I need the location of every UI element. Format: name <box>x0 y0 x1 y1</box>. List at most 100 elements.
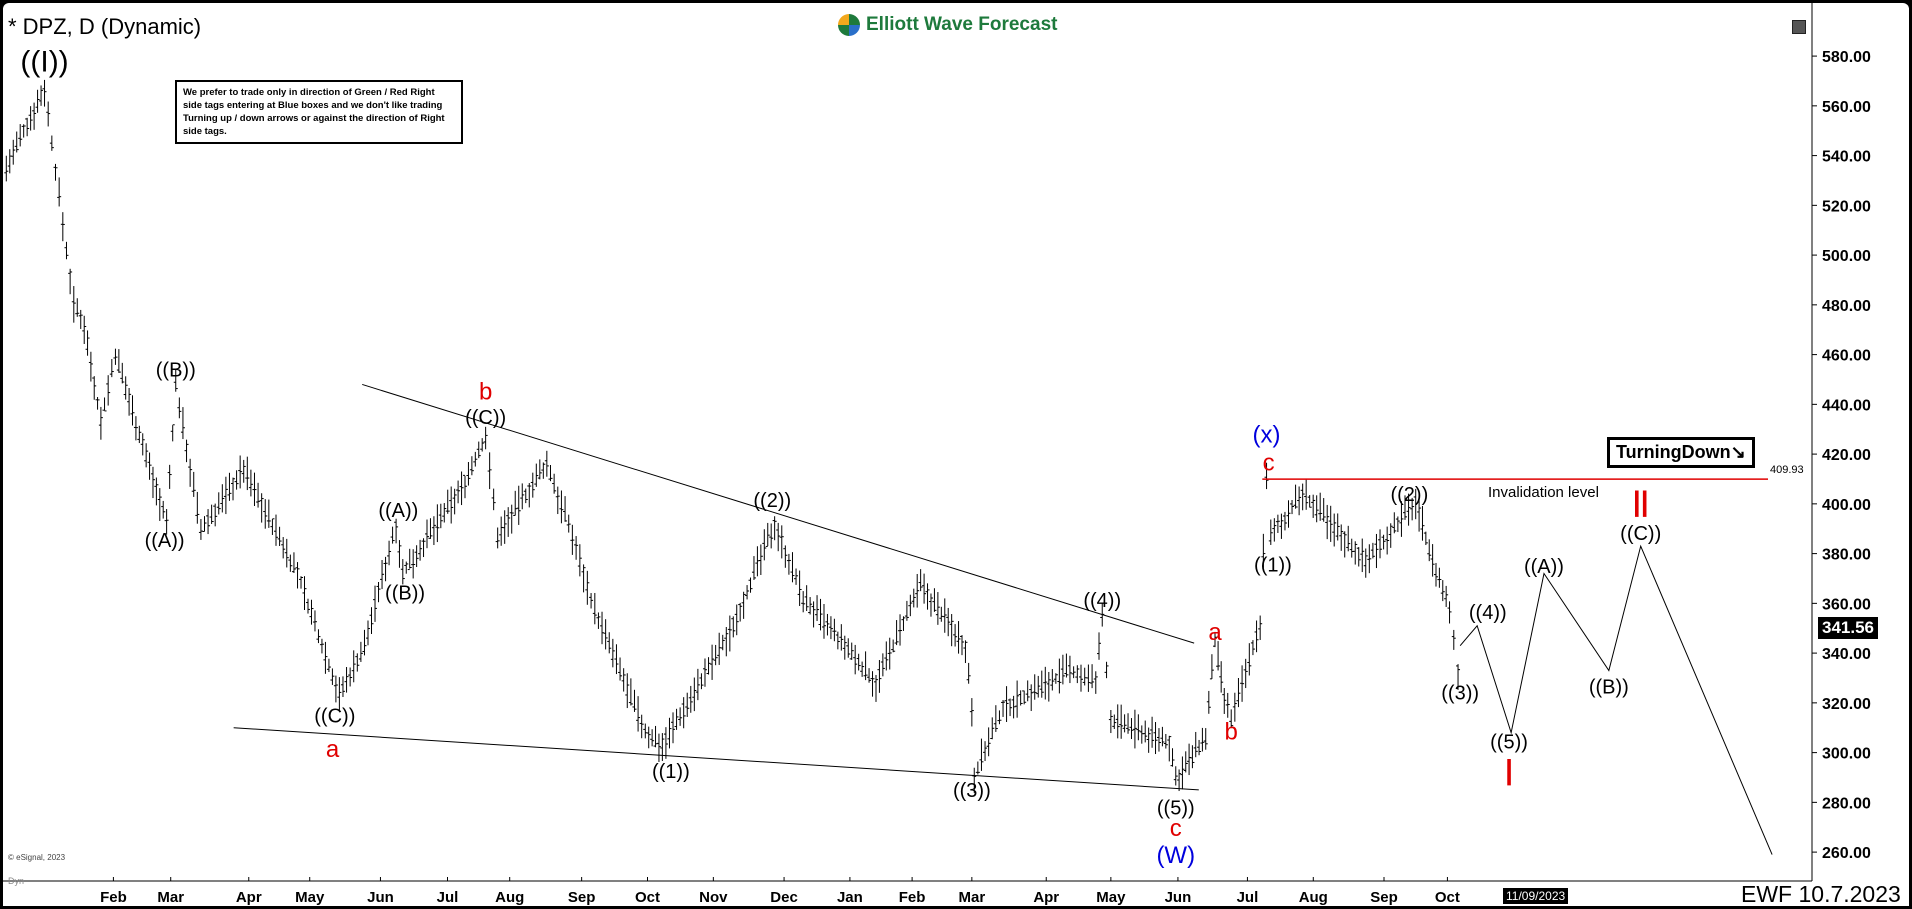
price-bar <box>1447 601 1452 624</box>
price-bar <box>534 463 539 487</box>
wave-label: ((C)) <box>465 407 506 429</box>
price-bar <box>1367 544 1372 574</box>
price-bar <box>1126 713 1131 734</box>
price-bar <box>1075 665 1080 684</box>
price-bar <box>75 298 80 317</box>
price-bar <box>1122 714 1127 733</box>
x-tick-label: Nov <box>699 889 728 906</box>
price-bar <box>1332 513 1337 547</box>
wave-label: (W) <box>1156 842 1195 869</box>
price-bar <box>1440 580 1445 602</box>
price-bar <box>1311 494 1316 518</box>
price-bar <box>1360 538 1365 573</box>
price-bar <box>180 407 185 440</box>
price-bar <box>1456 664 1461 690</box>
price-bar <box>1304 479 1309 510</box>
price-bar <box>1104 661 1109 679</box>
price-bar <box>1060 654 1065 685</box>
x-tick-label: Sep <box>1370 889 1398 906</box>
price-bar <box>779 525 784 559</box>
price-bar <box>102 397 107 412</box>
price-bar <box>1339 524 1344 551</box>
price-bar <box>1193 731 1198 758</box>
price-bar <box>1374 533 1379 569</box>
price-bar <box>198 519 203 540</box>
y-tick-label: 520.00 <box>1822 198 1871 215</box>
price-bar <box>400 559 405 585</box>
price-bar <box>1180 756 1185 790</box>
price-bar <box>195 491 200 524</box>
price-bar <box>1143 720 1148 743</box>
price-bar <box>270 518 275 535</box>
price-bar <box>1325 504 1330 540</box>
invalidation-value: 409.93 <box>1770 464 1804 476</box>
price-bar <box>949 614 954 647</box>
price-bar <box>1183 751 1188 773</box>
price-bar <box>993 705 998 732</box>
turning-down-tag: TurningDown↘ <box>1607 437 1755 468</box>
x-tick-label: Jun <box>1165 889 1192 906</box>
price-bar <box>123 376 128 400</box>
price-bar <box>990 717 995 740</box>
price-bar <box>263 499 268 529</box>
price-bar <box>835 631 840 650</box>
price-bar <box>206 509 211 535</box>
price-bar <box>376 581 381 603</box>
price-bar <box>1206 690 1211 714</box>
price-bar <box>600 611 605 645</box>
price-bar <box>1264 462 1269 490</box>
price-bar <box>849 642 854 660</box>
price-bar <box>21 124 26 138</box>
price-bar <box>946 607 951 637</box>
price-bar <box>589 593 594 609</box>
x-tick-label: Mar <box>157 889 184 906</box>
price-bar <box>164 509 169 535</box>
price-bar <box>421 538 426 558</box>
x-tick-label: Feb <box>899 889 926 906</box>
price-bar <box>828 616 833 640</box>
price-bar <box>1190 745 1195 769</box>
price-bar <box>291 552 296 573</box>
price-bar <box>506 507 511 537</box>
price-bar <box>365 620 370 646</box>
price-bar <box>1119 704 1124 739</box>
price-bar <box>1427 539 1432 562</box>
price-bar <box>650 729 655 747</box>
price-bar <box>312 610 317 632</box>
price-bar <box>966 662 971 684</box>
current-price-tag: 341.56 <box>1818 617 1878 639</box>
price-bar <box>1282 511 1287 531</box>
price-bar <box>390 526 395 544</box>
x-tick-label: May <box>295 889 325 906</box>
price-bar <box>1236 677 1241 708</box>
price-bar <box>863 651 868 681</box>
price-bar <box>1212 631 1217 648</box>
price-bar <box>1011 695 1016 719</box>
price-bar <box>1378 529 1383 559</box>
y-tick-label: 580.00 <box>1822 49 1871 66</box>
price-bar <box>755 546 760 577</box>
y-tick-label: 340.00 <box>1822 646 1871 663</box>
price-bar <box>177 397 182 419</box>
price-bar <box>935 592 940 625</box>
wave-label: ((1)) <box>1254 555 1292 577</box>
price-bar <box>731 616 736 638</box>
price-bar <box>1004 686 1009 722</box>
wave-label: ((4)) <box>1469 602 1507 624</box>
price-bar <box>140 433 145 456</box>
price-bar <box>60 212 65 242</box>
price-bar <box>592 592 597 625</box>
price-bar <box>925 583 930 610</box>
y-tick-label: 260.00 <box>1822 845 1871 862</box>
price-bar <box>39 85 44 106</box>
price-bar <box>333 675 338 703</box>
price-bar <box>42 79 47 107</box>
price-bar <box>1160 726 1165 747</box>
price-bar <box>1444 585 1449 607</box>
price-bar <box>842 635 847 660</box>
price-bar <box>825 613 830 636</box>
price-bar <box>1290 499 1295 515</box>
window-restore-icon[interactable] <box>1792 20 1806 34</box>
price-bar <box>915 573 920 608</box>
